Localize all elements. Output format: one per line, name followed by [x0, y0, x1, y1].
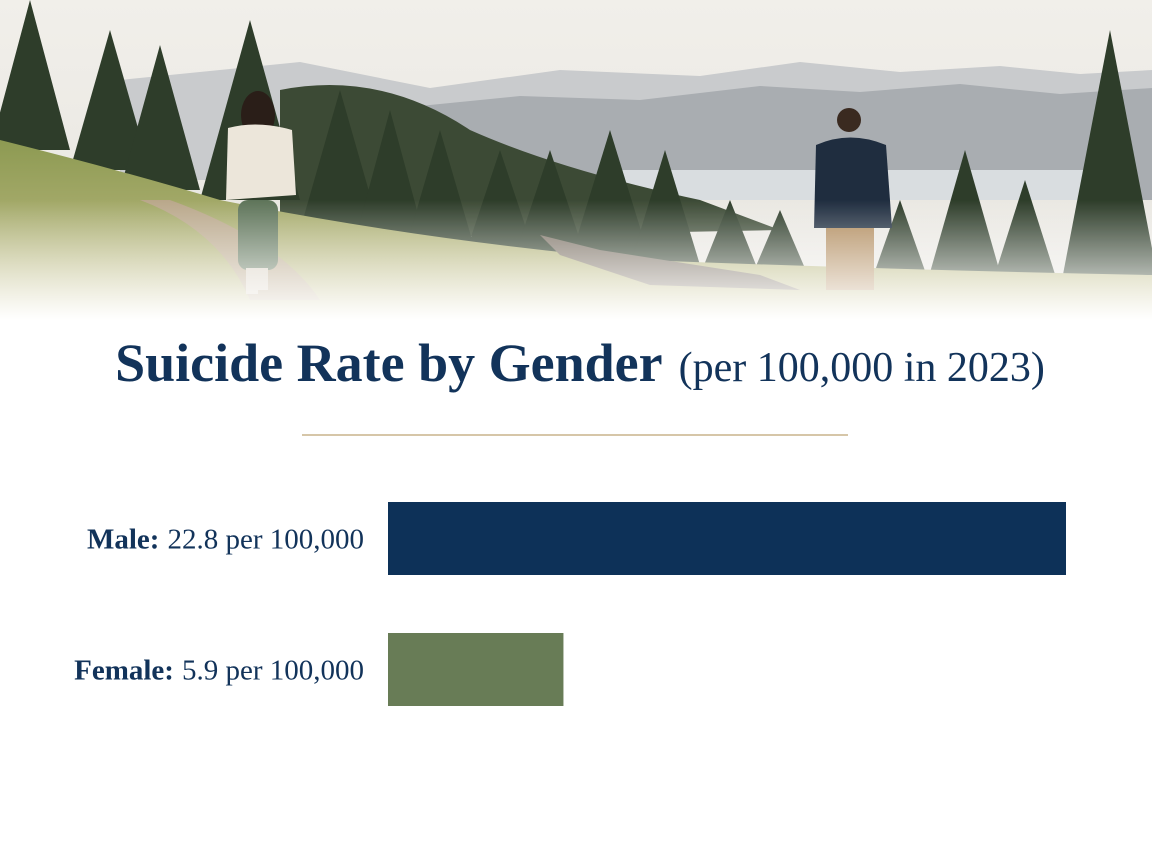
chart-subtitle: (per 100,000 in 2023) [679, 345, 1045, 391]
header-photo [0, 0, 1152, 320]
bar [388, 633, 564, 706]
bar-label: Female: 5.9 per 100,000 [74, 655, 364, 687]
category-label: Female: [74, 655, 174, 687]
category-label: Male: [87, 524, 159, 556]
chart-title-line: Suicide Rate by Gender (per 100,000 in 2… [115, 333, 1045, 393]
bar [388, 502, 1066, 575]
value-label: 22.8 per 100,000 [167, 524, 364, 556]
bar-label: Male: 22.8 per 100,000 [87, 524, 364, 556]
value-label: 5.9 per 100,000 [182, 655, 364, 687]
chart-title: Suicide Rate by Gender [115, 333, 663, 393]
